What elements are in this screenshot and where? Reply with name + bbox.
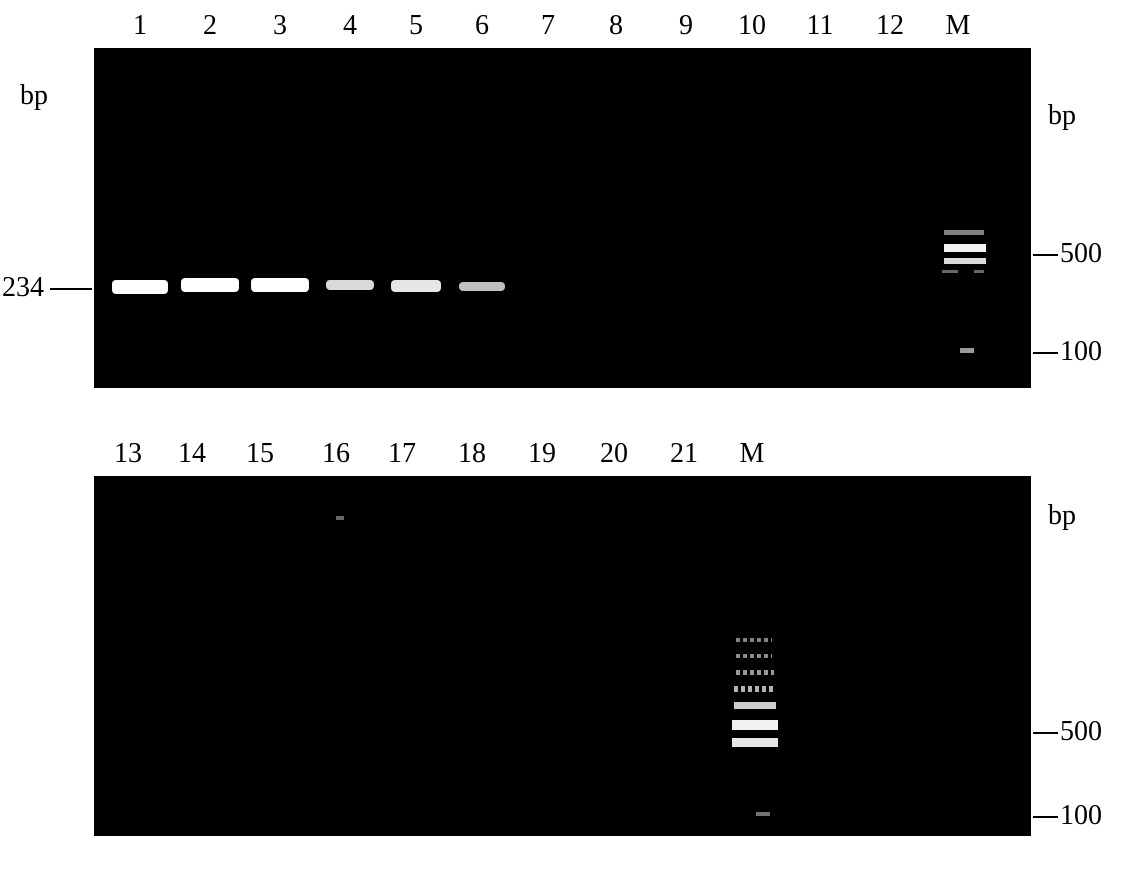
bottom-lane-label-20: 20 — [600, 438, 628, 470]
top-left-size-234: 234 — [2, 272, 44, 304]
top-ladder-band-2 — [944, 258, 986, 264]
bottom-right-tick-100 — [1033, 816, 1058, 818]
bottom-ladder-band-2 — [736, 670, 774, 675]
top-left-tick-234 — [50, 288, 92, 290]
top-sample-band-lane-5 — [391, 280, 441, 292]
top-sample-band-lane-3 — [251, 278, 309, 292]
bottom-bp-right-label: bp — [1048, 500, 1076, 532]
top-sample-band-lane-1 — [112, 280, 168, 294]
top-sample-band-lane-6 — [459, 282, 505, 291]
top-right-tick-500 — [1033, 254, 1058, 256]
bottom-ladder-band-4 — [734, 702, 776, 709]
top-lane-label-12: 12 — [876, 10, 904, 42]
bottom-right-size-500: 500 — [1060, 716, 1102, 748]
top-bp-left-label: bp — [20, 80, 48, 112]
bottom-lane-label-17: 17 — [388, 438, 416, 470]
bottom-lane-label-15: 15 — [246, 438, 274, 470]
top-sample-band-lane-4 — [326, 280, 374, 290]
top-ladder-band-0 — [944, 230, 984, 235]
bottom-lane-label-14: 14 — [178, 438, 206, 470]
top-lane-label-3: 3 — [273, 10, 287, 42]
top-ladder-band-3 — [942, 270, 958, 273]
top-lane-label-6: 6 — [475, 10, 489, 42]
bottom-ladder-band-6 — [732, 738, 778, 747]
bottom-lane-label-16: 16 — [322, 438, 350, 470]
bottom-lane-label-M: M — [740, 438, 765, 470]
top-ladder-band-1 — [944, 244, 986, 252]
bottom-right-tick-500 — [1033, 732, 1058, 734]
gel-figure: 123456789101112M bp bp 234 500100 131415… — [0, 0, 1126, 881]
bottom-ladder-band-0 — [736, 638, 772, 642]
bottom-right-size-100: 100 — [1060, 800, 1102, 832]
top-lane-label-2: 2 — [203, 10, 217, 42]
top-lane-label-11: 11 — [807, 10, 834, 42]
bottom-ladder-band-3 — [734, 686, 774, 692]
bottom-lane-label-19: 19 — [528, 438, 556, 470]
top-right-size-100: 100 — [1060, 336, 1102, 368]
top-lane-label-1: 1 — [133, 10, 147, 42]
bottom-gel-panel — [94, 476, 1031, 836]
bottom-ladder-band-1 — [736, 654, 772, 658]
top-lane-label-4: 4 — [343, 10, 357, 42]
top-lane-label-5: 5 — [409, 10, 423, 42]
top-lane-label-10: 10 — [738, 10, 766, 42]
top-gel-panel — [94, 48, 1031, 388]
top-right-tick-100 — [1033, 352, 1058, 354]
bottom-speck-0 — [336, 516, 344, 520]
bottom-ladder-band-5 — [732, 720, 778, 730]
top-lane-label-7: 7 — [541, 10, 555, 42]
top-bp-right-label: bp — [1048, 100, 1076, 132]
top-lane-label-M: M — [946, 10, 971, 42]
bottom-lane-label-18: 18 — [458, 438, 486, 470]
top-sample-band-lane-2 — [181, 278, 239, 292]
bottom-lane-label-13: 13 — [114, 438, 142, 470]
top-ladder-band-4 — [974, 270, 984, 273]
top-ladder-band-5 — [960, 348, 974, 353]
top-right-size-500: 500 — [1060, 238, 1102, 270]
bottom-lane-label-21: 21 — [670, 438, 698, 470]
top-lane-label-8: 8 — [609, 10, 623, 42]
top-lane-label-9: 9 — [679, 10, 693, 42]
bottom-ladder-band-7 — [756, 812, 770, 816]
